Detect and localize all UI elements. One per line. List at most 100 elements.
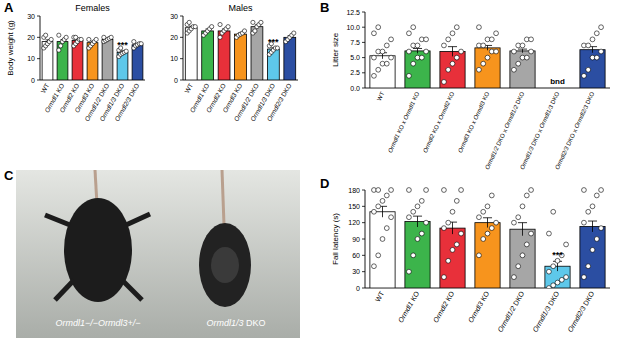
data-point [187, 20, 191, 24]
bar [235, 34, 247, 80]
data-point [372, 209, 377, 214]
error-bar [518, 49, 527, 53]
bar-chart: DFall latency (s)0306090120150180WTOrmdl… [320, 176, 610, 333]
data-point [524, 242, 529, 247]
annotation: *** [268, 37, 279, 47]
data-point [380, 198, 385, 203]
title: Males [228, 3, 253, 13]
data-point [407, 31, 412, 36]
category-label: Ormdl2/3 DKO [265, 82, 292, 122]
error-line [417, 216, 418, 227]
bar [405, 222, 430, 288]
data-point [380, 237, 385, 242]
tick-label: 20 [27, 34, 35, 41]
data-point [384, 61, 389, 66]
y-label: Body weight (g) [6, 20, 15, 76]
bar-chart: BLitter size0.02.55.07.510.012.5WTOrmdl1… [320, 0, 610, 171]
data-point [450, 247, 455, 252]
error-cap [413, 216, 422, 217]
bar [218, 31, 230, 80]
annotation: *** [117, 40, 128, 50]
data-point [516, 61, 521, 66]
title: Females [75, 3, 110, 13]
data-point [57, 33, 61, 37]
bar [132, 45, 143, 80]
category-label: Ormdl3 KO [467, 290, 491, 324]
error-cap [483, 217, 492, 218]
data-point [442, 80, 447, 85]
error-line [592, 47, 593, 53]
data-point [442, 188, 447, 193]
category-label: WT [183, 82, 194, 94]
error-cap [588, 221, 597, 222]
data-point [446, 37, 451, 42]
tick-label: 10 [170, 55, 178, 62]
data-point [253, 29, 257, 33]
tick-label: 0 [174, 77, 178, 84]
category-label: WT [376, 91, 386, 102]
bar [510, 51, 535, 88]
bar-chart: Males0102030WTOrmdl1 KOOrmdl2 KOOrmdl3 K… [170, 3, 298, 122]
data-point [481, 237, 486, 242]
tick-label: 120 [348, 219, 360, 226]
data-point [94, 37, 98, 41]
data-point [582, 275, 587, 280]
data-point [446, 220, 451, 225]
annotation: *** [552, 250, 563, 260]
data-point [376, 253, 381, 258]
data-point [407, 215, 412, 220]
data-point [547, 269, 552, 274]
data-point [407, 188, 412, 193]
data-point [516, 215, 521, 220]
bar [202, 31, 214, 80]
panel-letter: D [320, 176, 329, 191]
bar [185, 28, 197, 80]
data-point [372, 73, 377, 78]
data-point [376, 25, 381, 30]
data-point [586, 67, 591, 72]
data-point [582, 73, 587, 78]
category-label: Ormdl1 KO [397, 290, 421, 324]
tick-label: 12.5 [346, 9, 360, 16]
tick-label: 30 [170, 13, 178, 20]
tick-label: 150 [348, 203, 360, 210]
data-point [590, 204, 595, 209]
error-line [522, 49, 523, 53]
bar [57, 42, 68, 80]
data-point [419, 55, 424, 60]
category-label: Ormdl2/3 DKO [113, 82, 140, 122]
category-label: WT [374, 289, 386, 303]
bar [475, 223, 500, 288]
y-axis [365, 190, 366, 288]
bar [370, 56, 395, 88]
leg [55, 280, 74, 300]
data-point [477, 215, 482, 220]
data-point [450, 31, 455, 36]
mouse [64, 198, 132, 302]
data-point [594, 237, 599, 242]
data-point [559, 277, 564, 282]
data-point [547, 231, 552, 236]
data-point [59, 44, 63, 48]
data-point [384, 43, 389, 48]
data-point [520, 43, 525, 48]
panel-letter: B [320, 0, 329, 15]
category-label: Ormdl2 KO [432, 290, 456, 324]
data-point [419, 231, 424, 236]
annotation: bnd [550, 77, 565, 86]
data-point [516, 264, 521, 269]
data-point [389, 55, 394, 60]
error-line [452, 222, 453, 234]
y-axis [183, 16, 184, 80]
data-point [419, 198, 424, 203]
data-point [259, 20, 263, 24]
data-point [529, 188, 534, 193]
data-point [582, 220, 587, 225]
data-point [376, 67, 381, 72]
category-label: Ormdl1/2 DKO x Ormdl1/2 DKO [484, 91, 526, 171]
data-point [551, 283, 556, 288]
data-point [376, 204, 381, 209]
error-cap [518, 49, 527, 50]
tick-label: 30 [352, 268, 360, 275]
data-point [442, 275, 447, 280]
